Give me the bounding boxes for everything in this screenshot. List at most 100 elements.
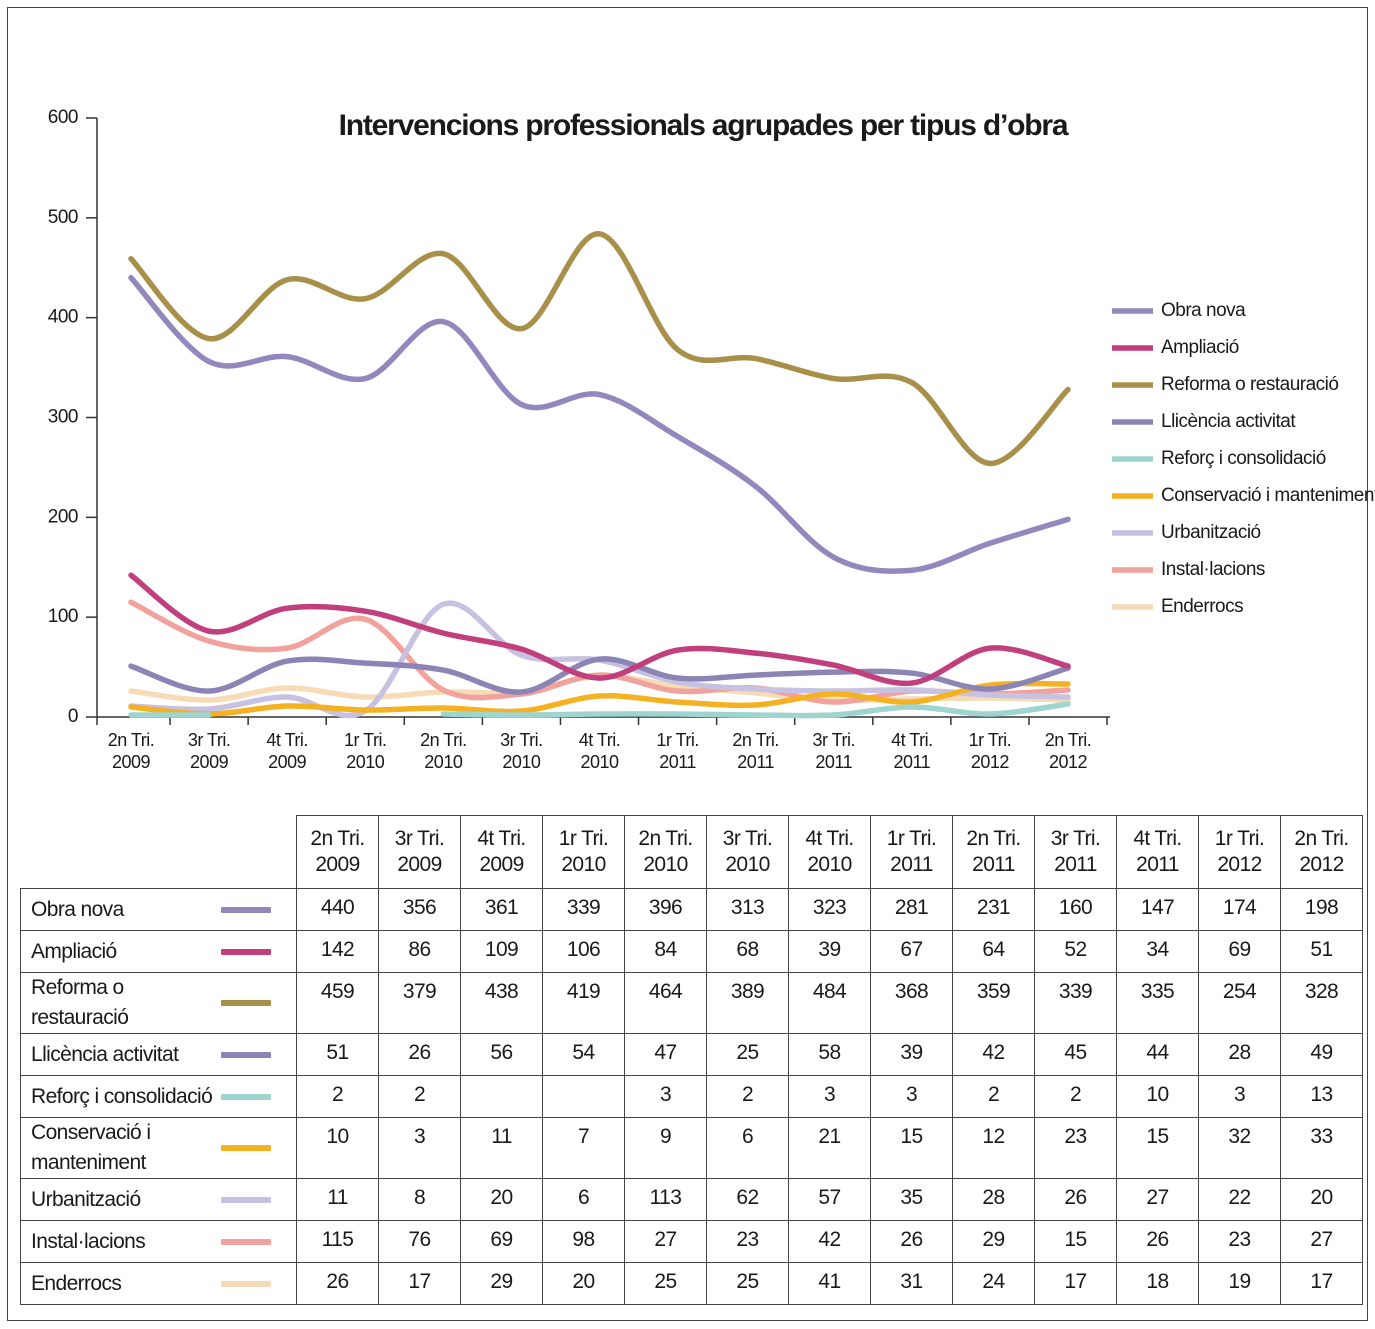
row-label: Conservació i manteniment	[20, 1117, 216, 1179]
table-value: 6	[542, 1178, 625, 1221]
table-value: 198	[1280, 888, 1363, 931]
table-value	[542, 1075, 625, 1118]
x-tick-label: 1r Tri. 2012	[968, 730, 1012, 772]
table-value: 106	[542, 930, 625, 973]
table-header: 1r Tri. 2012	[1198, 815, 1281, 889]
row-swatch-cell	[216, 1033, 297, 1076]
table-value: 20	[460, 1178, 543, 1221]
y-tick-label: 600	[48, 107, 78, 128]
table-value: 115	[296, 1220, 379, 1263]
table-value: 15	[870, 1117, 953, 1179]
legend-label: Conservació i manteniment	[1161, 485, 1375, 506]
table-value: 51	[1280, 930, 1363, 973]
series-line	[128, 656, 1071, 695]
row-swatch-cell	[216, 1262, 297, 1305]
table-value: 174	[1198, 888, 1281, 931]
table-header: 3r Tri. 2010	[706, 815, 789, 889]
table-value: 13	[1280, 1075, 1363, 1118]
table-value: 39	[870, 1033, 953, 1076]
table-value: 27	[1116, 1178, 1199, 1221]
table-value: 440	[296, 888, 379, 931]
table-value: 231	[952, 888, 1035, 931]
legend-label: Llicència activitat	[1161, 411, 1296, 432]
x-tick-label: 1r Tri. 2010	[343, 730, 387, 772]
table-value: 160	[1034, 888, 1117, 931]
table-row: Reforç i consolidació 2 2 3 2 3 3 2 2 10 3 13	[20, 1075, 1363, 1118]
table-value: 368	[870, 972, 953, 1034]
row-swatch	[221, 906, 271, 913]
x-tick-label: 4t Tri. 2011	[891, 730, 933, 772]
table-value: 44	[1116, 1033, 1199, 1076]
table-value: 69	[1198, 930, 1281, 973]
table-value: 10	[296, 1117, 379, 1179]
row-swatch	[221, 1280, 271, 1287]
x-tick-label: 4t Tri. 2009	[266, 730, 308, 772]
table-value: 2	[706, 1075, 789, 1118]
table-header: 4t Tri. 2010	[788, 815, 871, 889]
x-tick-label: 3r Tri. 2010	[500, 730, 543, 772]
table-value: 26	[870, 1220, 953, 1263]
table-header-row: 2n Tri. 2009 3r Tri. 2009 4t Tri. 2009 1r T…	[20, 815, 1363, 889]
table-value: 6	[706, 1117, 789, 1179]
table-value: 3	[624, 1075, 707, 1118]
table-header: 2n Tri. 2009	[296, 815, 379, 889]
table-value: 98	[542, 1220, 625, 1263]
table-value: 27	[1280, 1220, 1363, 1263]
table-header: 2n Tri. 2010	[624, 815, 707, 889]
row-swatch	[221, 1145, 271, 1151]
series-line	[128, 600, 1071, 719]
table-header: 3r Tri. 2009	[378, 815, 461, 889]
row-swatch-cell	[216, 1220, 297, 1263]
chart-title: Intervencions professionals agrupades pe…	[339, 109, 1069, 142]
table-row: Enderrocs 26 17 29 20 25 25 41 31 24 17 18 19 17	[20, 1262, 1363, 1305]
table-value: 64	[952, 930, 1035, 973]
table-value: 69	[460, 1220, 543, 1263]
table-value: 7	[542, 1117, 625, 1179]
table-value: 32	[1198, 1117, 1281, 1179]
table-value: 313	[706, 888, 789, 931]
x-tick-label: 2n Tri. 2009	[107, 730, 155, 772]
table-value: 339	[1034, 972, 1117, 1034]
table-value: 113	[624, 1178, 707, 1221]
table-value: 19	[1198, 1262, 1281, 1305]
table-value: 25	[706, 1262, 789, 1305]
table-value: 58	[788, 1033, 871, 1076]
series-line	[128, 231, 1071, 467]
table-value: 26	[296, 1262, 379, 1305]
x-tick-label: 3r Tri. 2009	[187, 730, 231, 772]
table-header: 2n Tri. 2012	[1280, 815, 1363, 889]
table-value: 62	[706, 1178, 789, 1221]
legend-label: Ampliació	[1161, 337, 1239, 358]
y-tick-label: 0	[68, 706, 78, 727]
table-value	[460, 1075, 543, 1118]
legend-label: Reforç i consolidació	[1161, 448, 1326, 469]
table-value: 379	[378, 972, 461, 1034]
table-value: 339	[542, 888, 625, 931]
table-value: 9	[624, 1117, 707, 1179]
table-value: 17	[1280, 1262, 1363, 1305]
table-value: 76	[378, 1220, 461, 1263]
table-value: 34	[1116, 930, 1199, 973]
table-header: 1r Tri. 2010	[542, 815, 625, 889]
table-value: 57	[788, 1178, 871, 1221]
table-value: 23	[1034, 1117, 1117, 1179]
x-tick-label: 2n Tri. 2012	[1044, 730, 1092, 772]
table-value: 15	[1034, 1220, 1117, 1263]
row-label: Instal·lacions	[20, 1220, 216, 1263]
series-line	[128, 680, 1071, 717]
table-value: 328	[1280, 972, 1363, 1034]
table-value: 86	[378, 930, 461, 973]
table-value: 35	[870, 1178, 953, 1221]
table-value: 484	[788, 972, 871, 1034]
table-value: 356	[378, 888, 461, 931]
row-swatch-cell	[216, 1075, 297, 1118]
row-swatch	[221, 1000, 271, 1006]
table-value: 459	[296, 972, 379, 1034]
row-swatch-cell	[216, 888, 297, 931]
table-value: 33	[1280, 1117, 1363, 1179]
table-value: 3	[1198, 1075, 1281, 1118]
table-value: 26	[1034, 1178, 1117, 1221]
table-row: Ampliació 142 86 109 106 84 68 39 67 64 52 34 69 51	[20, 930, 1363, 973]
table-header: 3r Tri. 2011	[1034, 815, 1117, 889]
table-value: 41	[788, 1262, 871, 1305]
